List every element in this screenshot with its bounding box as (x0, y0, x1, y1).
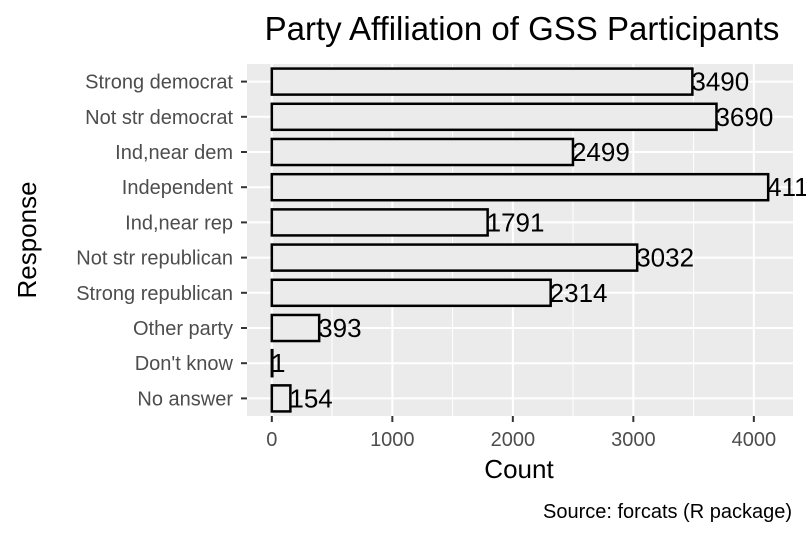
bar (270, 278, 552, 308)
x-axis-title: Count (484, 454, 554, 484)
bars (270, 67, 770, 413)
y-tick-label: Ind,near rep (125, 212, 233, 234)
data-label: 2314 (550, 278, 608, 308)
bar (270, 384, 292, 413)
bar (270, 313, 321, 343)
bar (270, 102, 718, 132)
bar (270, 137, 575, 167)
chart-caption: Source: forcats (R package) (543, 501, 792, 523)
x-tick-label: 3000 (611, 429, 656, 451)
x-tick-label: 4000 (732, 429, 777, 451)
y-tick-label: No answer (137, 388, 233, 410)
y-tick-label: Strong democrat (85, 72, 233, 94)
y-tick-label: Not str democrat (85, 107, 233, 129)
x-axis: 0 1000 2000 3000 4000 (266, 416, 776, 451)
chart-title: Party Affiliation of GSS Participants (265, 10, 780, 47)
data-label: 3032 (636, 243, 694, 273)
data-label: 154 (289, 383, 332, 413)
y-axis: Strong democrat Not str democrat Ind,near … (76, 72, 247, 410)
data-label: 3690 (715, 102, 773, 132)
data-label: 3490 (691, 67, 749, 97)
y-axis-title: Response (12, 181, 42, 298)
x-tick-label: 0 (266, 429, 277, 451)
bar (270, 208, 489, 237)
y-tick-label: Other party (133, 318, 233, 340)
x-tick-label: 2000 (491, 429, 536, 451)
x-tick-label: 1000 (370, 429, 415, 451)
data-label: 4119 (767, 172, 806, 202)
data-label: 1 (271, 348, 285, 378)
y-tick-label: Don't know (135, 353, 234, 375)
data-label: 393 (318, 313, 361, 343)
data-label: 2499 (572, 137, 630, 167)
bar (270, 67, 694, 96)
y-tick-label: Independent (122, 177, 234, 199)
bar (270, 243, 639, 272)
y-tick-label: Ind,near dem (115, 142, 233, 164)
data-label: 1791 (487, 207, 545, 237)
bar (270, 348, 274, 378)
y-tick-label: Not str republican (76, 248, 233, 270)
bar (270, 172, 770, 202)
y-tick-label: Strong republican (76, 283, 233, 305)
